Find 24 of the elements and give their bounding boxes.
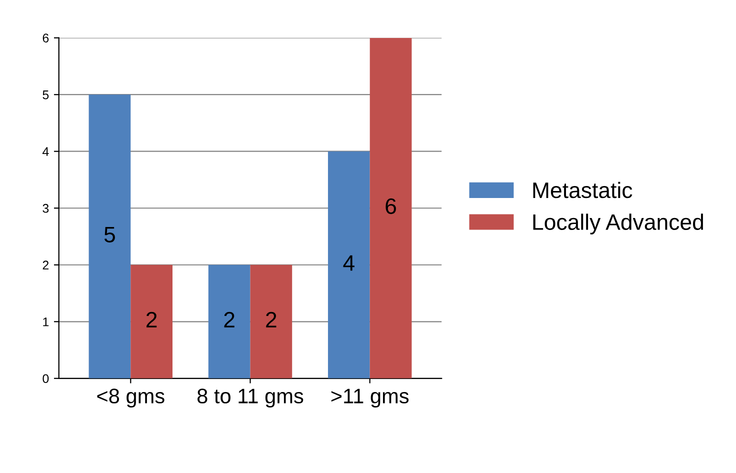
data-label: 4	[343, 255, 354, 271]
data-label: 5	[104, 226, 115, 242]
x-tick-label: 8 to 11 gms	[197, 388, 304, 408]
bar	[130, 264, 172, 378]
bar	[88, 94, 131, 378]
data-label: 2	[146, 312, 157, 328]
data-label: 2	[224, 312, 234, 328]
bar	[250, 264, 292, 378]
data-label: 2	[266, 312, 276, 328]
data-label: 6	[386, 198, 396, 214]
y-tick-label: 3	[42, 204, 49, 213]
legend-label: Metastatic	[533, 182, 632, 198]
bar	[370, 38, 412, 378]
x-tick-label: >11 gms	[331, 388, 409, 408]
y-tick-label: 6	[42, 34, 49, 42]
bar	[328, 151, 370, 378]
y-tick-label: 2	[42, 260, 49, 270]
y-tick-label: 1	[43, 318, 49, 326]
x-tick-label: <8 gms	[97, 388, 164, 408]
y-tick-label: 0	[42, 374, 49, 384]
y-tick-label: 4	[42, 147, 49, 156]
legend-label: Locally Advanced	[533, 214, 704, 234]
bar	[208, 264, 250, 378]
y-tick-label: 5	[42, 90, 49, 100]
